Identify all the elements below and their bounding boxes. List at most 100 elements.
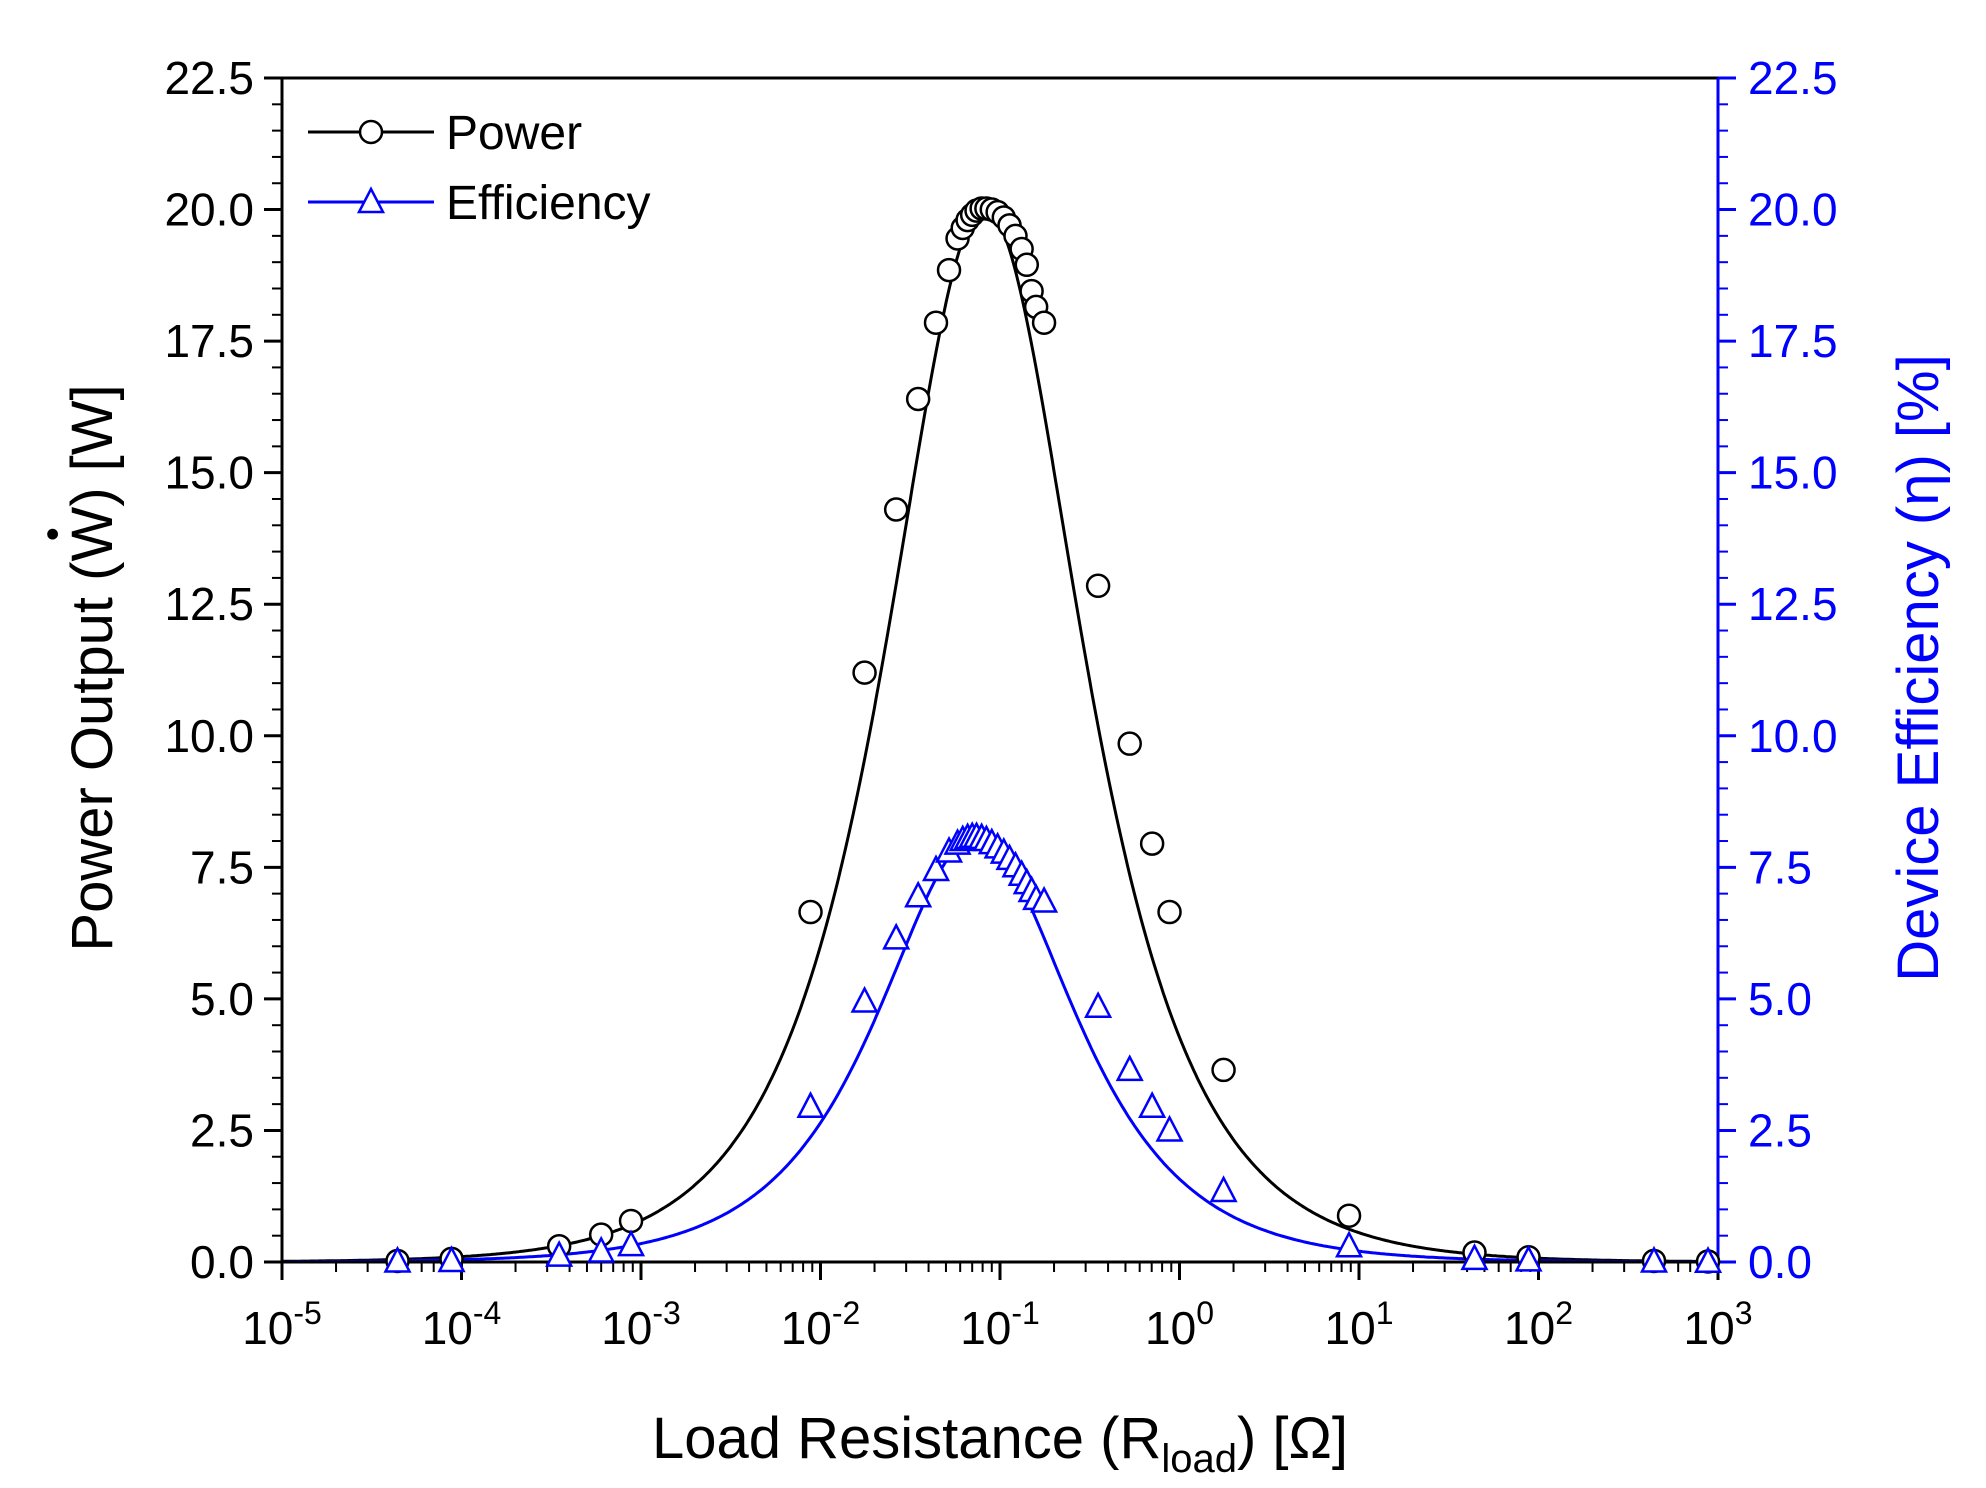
x-tick-label: 10-3 <box>601 1295 681 1354</box>
y-axis-title-prefix: Power Output ( <box>60 562 125 952</box>
x-tick-label-base: 10 <box>1145 1302 1196 1354</box>
marker-layer <box>383 196 1723 1274</box>
label-layer: 10-5 10-4 10-3 10-2 10-1 100 101 102 1030.02.55.… <box>164 52 1837 1354</box>
y-axis-title-group: Power Output (W) [W] • <box>31 384 125 951</box>
y-tick-label: 20.0 <box>164 184 254 236</box>
efficiency-point <box>545 1239 574 1267</box>
x-tick-label-exponent: 1 <box>1376 1295 1394 1331</box>
x-tick-label-base: 10 <box>242 1302 293 1354</box>
efficiency-point <box>850 985 879 1013</box>
x-axis-title-subscript: load <box>1161 1437 1237 1481</box>
efficiency-point <box>1514 1244 1543 1272</box>
y-axis-title-accent: • <box>31 527 75 541</box>
power-point <box>883 497 909 522</box>
efficiency-point <box>1084 991 1113 1019</box>
x-tick-label-exponent: -4 <box>473 1295 501 1331</box>
efficiency-point <box>1209 1175 1238 1203</box>
y2-tick-label: 20.0 <box>1748 184 1838 236</box>
y-tick-label: 22.5 <box>164 52 254 104</box>
power-point <box>1117 731 1142 756</box>
legend: Power Efficiency <box>308 107 651 230</box>
efficiency-point <box>1334 1230 1364 1258</box>
x-tick-label-exponent: -2 <box>832 1295 860 1331</box>
y-tick-label: 0.0 <box>190 1236 254 1288</box>
x-axis-title-prefix: Load Resistance (R <box>652 1406 1161 1471</box>
efficiency-point <box>1030 885 1059 913</box>
power-point <box>905 386 931 412</box>
efficiency-point <box>796 1091 825 1119</box>
y2-tick-label: 2.5 <box>1748 1104 1812 1156</box>
power-point <box>852 660 877 685</box>
x-tick-label: 10-5 <box>242 1295 322 1354</box>
power-point <box>923 310 949 335</box>
x-tick-label-base: 10 <box>781 1302 832 1354</box>
x-tick-label: 100 <box>1145 1295 1214 1354</box>
y-tick-label: 2.5 <box>190 1104 254 1156</box>
efficiency-point <box>1460 1243 1489 1271</box>
x-tick-label-base: 10 <box>1325 1302 1376 1354</box>
x-axis-title-suffix: ) [Ω] <box>1237 1406 1348 1471</box>
efficiency-point <box>1639 1245 1669 1273</box>
x-tick-label: 10-4 <box>422 1295 502 1354</box>
y-axis-title-suffix: ) [W] <box>60 384 125 506</box>
y2-tick-label: 22.5 <box>1748 52 1838 104</box>
axes-layer <box>264 76 1736 1280</box>
legend-power-label: Power <box>446 107 582 160</box>
y2-axis-title-group: Device Efficiency (η) [%] <box>1886 354 1951 981</box>
legend-efficiency-marker <box>356 186 386 214</box>
power-point <box>1211 1057 1236 1083</box>
legend-efficiency-label: Efficiency <box>446 177 651 230</box>
x-tick-label: 10-1 <box>960 1295 1040 1354</box>
y2-tick-label: 7.5 <box>1748 841 1812 893</box>
efficiency-point <box>383 1245 412 1273</box>
x-tick-label-exponent: 2 <box>1555 1295 1573 1331</box>
power-point <box>1014 252 1040 278</box>
efficiency-point <box>1115 1054 1144 1082</box>
power-point <box>1336 1203 1362 1228</box>
efficiency-point <box>904 880 933 908</box>
power-point <box>936 257 962 283</box>
x-tick-label-base: 10 <box>1684 1302 1735 1354</box>
y-tick-label: 17.5 <box>164 315 254 367</box>
efficiency-point <box>882 922 911 950</box>
efficiency-point <box>616 1229 646 1257</box>
x-axis-title: Load Resistance (Rload) [Ω] <box>652 1406 1348 1481</box>
power-point <box>1157 899 1182 925</box>
y2-tick-label: 15.0 <box>1748 447 1838 499</box>
efficiency-point <box>1155 1114 1184 1142</box>
x-tick-label: 103 <box>1684 1295 1753 1354</box>
power-point <box>1031 310 1057 335</box>
power-point <box>618 1208 644 1234</box>
y-axis-title: Power Output (W) [W] <box>60 384 125 951</box>
efficiency-point <box>921 854 951 882</box>
legend-power-marker <box>358 119 384 145</box>
power-point <box>1085 573 1111 599</box>
x-tick-label-base: 10 <box>422 1302 473 1354</box>
x-tick-label-base: 10 <box>960 1302 1011 1354</box>
y-tick-label: 7.5 <box>190 841 254 893</box>
x-tick-label-exponent: -5 <box>293 1295 321 1331</box>
y-tick-label: 10.0 <box>164 710 254 762</box>
y2-tick-label: 17.5 <box>1748 315 1838 367</box>
power-point <box>1139 831 1165 856</box>
y-tick-label: 15.0 <box>164 447 254 499</box>
power-point <box>798 899 823 925</box>
x-tick-label-base: 10 <box>1504 1302 1555 1354</box>
y2-tick-label: 12.5 <box>1748 578 1838 630</box>
y-tick-label: 5.0 <box>190 973 254 1025</box>
y-axis-title-symbol: W <box>60 507 125 562</box>
x-tick-label-exponent: 3 <box>1735 1295 1753 1331</box>
efficiency-point <box>587 1235 616 1263</box>
x-tick-label: 102 <box>1504 1295 1573 1354</box>
efficiency-point <box>1693 1246 1723 1273</box>
x-tick-label-exponent: -1 <box>1011 1295 1039 1331</box>
x-tick-label-exponent: 0 <box>1196 1295 1214 1331</box>
efficiency-point <box>1138 1091 1167 1119</box>
efficiency-point <box>437 1245 466 1273</box>
y2-axis-title: Device Efficiency (η) [%] <box>1886 354 1951 981</box>
y2-tick-label: 5.0 <box>1748 973 1812 1025</box>
x-tick-label-base: 10 <box>601 1302 652 1354</box>
x-tick-label: 101 <box>1325 1295 1394 1354</box>
